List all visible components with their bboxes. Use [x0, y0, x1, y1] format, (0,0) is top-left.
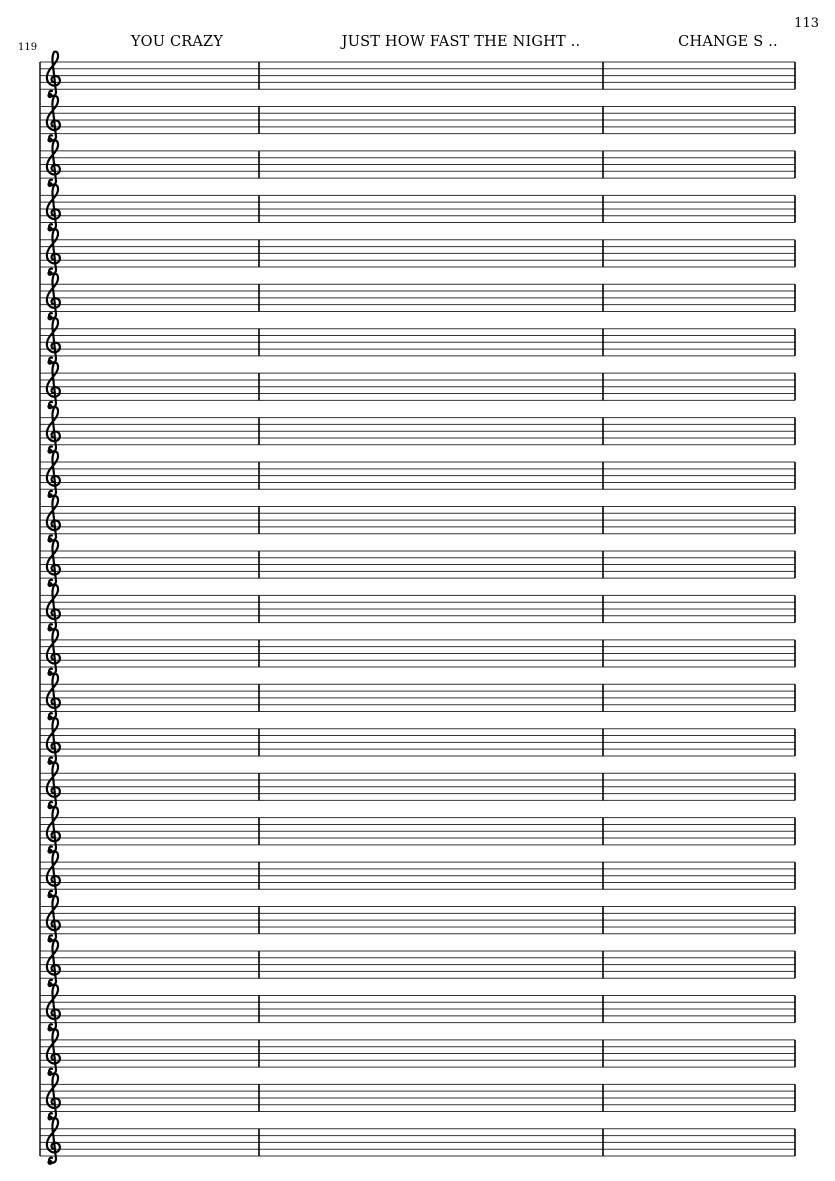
clef-dot: [47, 981, 53, 988]
clef-dot: [47, 937, 53, 943]
page-number: 113: [794, 16, 819, 31]
clef-dot: [47, 804, 53, 810]
clef-dot: [47, 1070, 53, 1076]
clef-dot: [47, 181, 53, 187]
clef-dot: [47, 537, 53, 543]
clef-dot: [47, 581, 53, 588]
clef-dot: [47, 1115, 53, 1121]
clef-dot: [47, 715, 53, 721]
clef-dot: [47, 1026, 53, 1032]
clef-dot: [47, 848, 53, 854]
treble-clef-icon: [45, 1117, 61, 1164]
clef-dot: [47, 492, 53, 499]
clef-dot: [47, 315, 53, 321]
clef-dot: [47, 448, 53, 454]
clef-dot: [47, 359, 53, 365]
clef-dot: [47, 626, 53, 632]
measure-number: 119: [18, 42, 38, 53]
rehearsal-mark-you-crazy: YOU CRAZY: [130, 34, 224, 50]
clef-dot: [47, 270, 53, 276]
clef-dot: [47, 137, 53, 143]
clef-dot: [47, 893, 53, 899]
rehearsal-mark-just-how-fast: JUST HOW FAST THE NIGHT ..: [341, 34, 581, 50]
clef-dot: [47, 670, 53, 676]
clef-dot: [47, 226, 53, 232]
rehearsal-mark-changes: CHANGE S ..: [678, 34, 778, 50]
clef-dot: [47, 92, 53, 99]
clef-dot: [47, 759, 53, 765]
clef-dot: [47, 404, 53, 410]
clef-dot: [47, 1159, 53, 1165]
